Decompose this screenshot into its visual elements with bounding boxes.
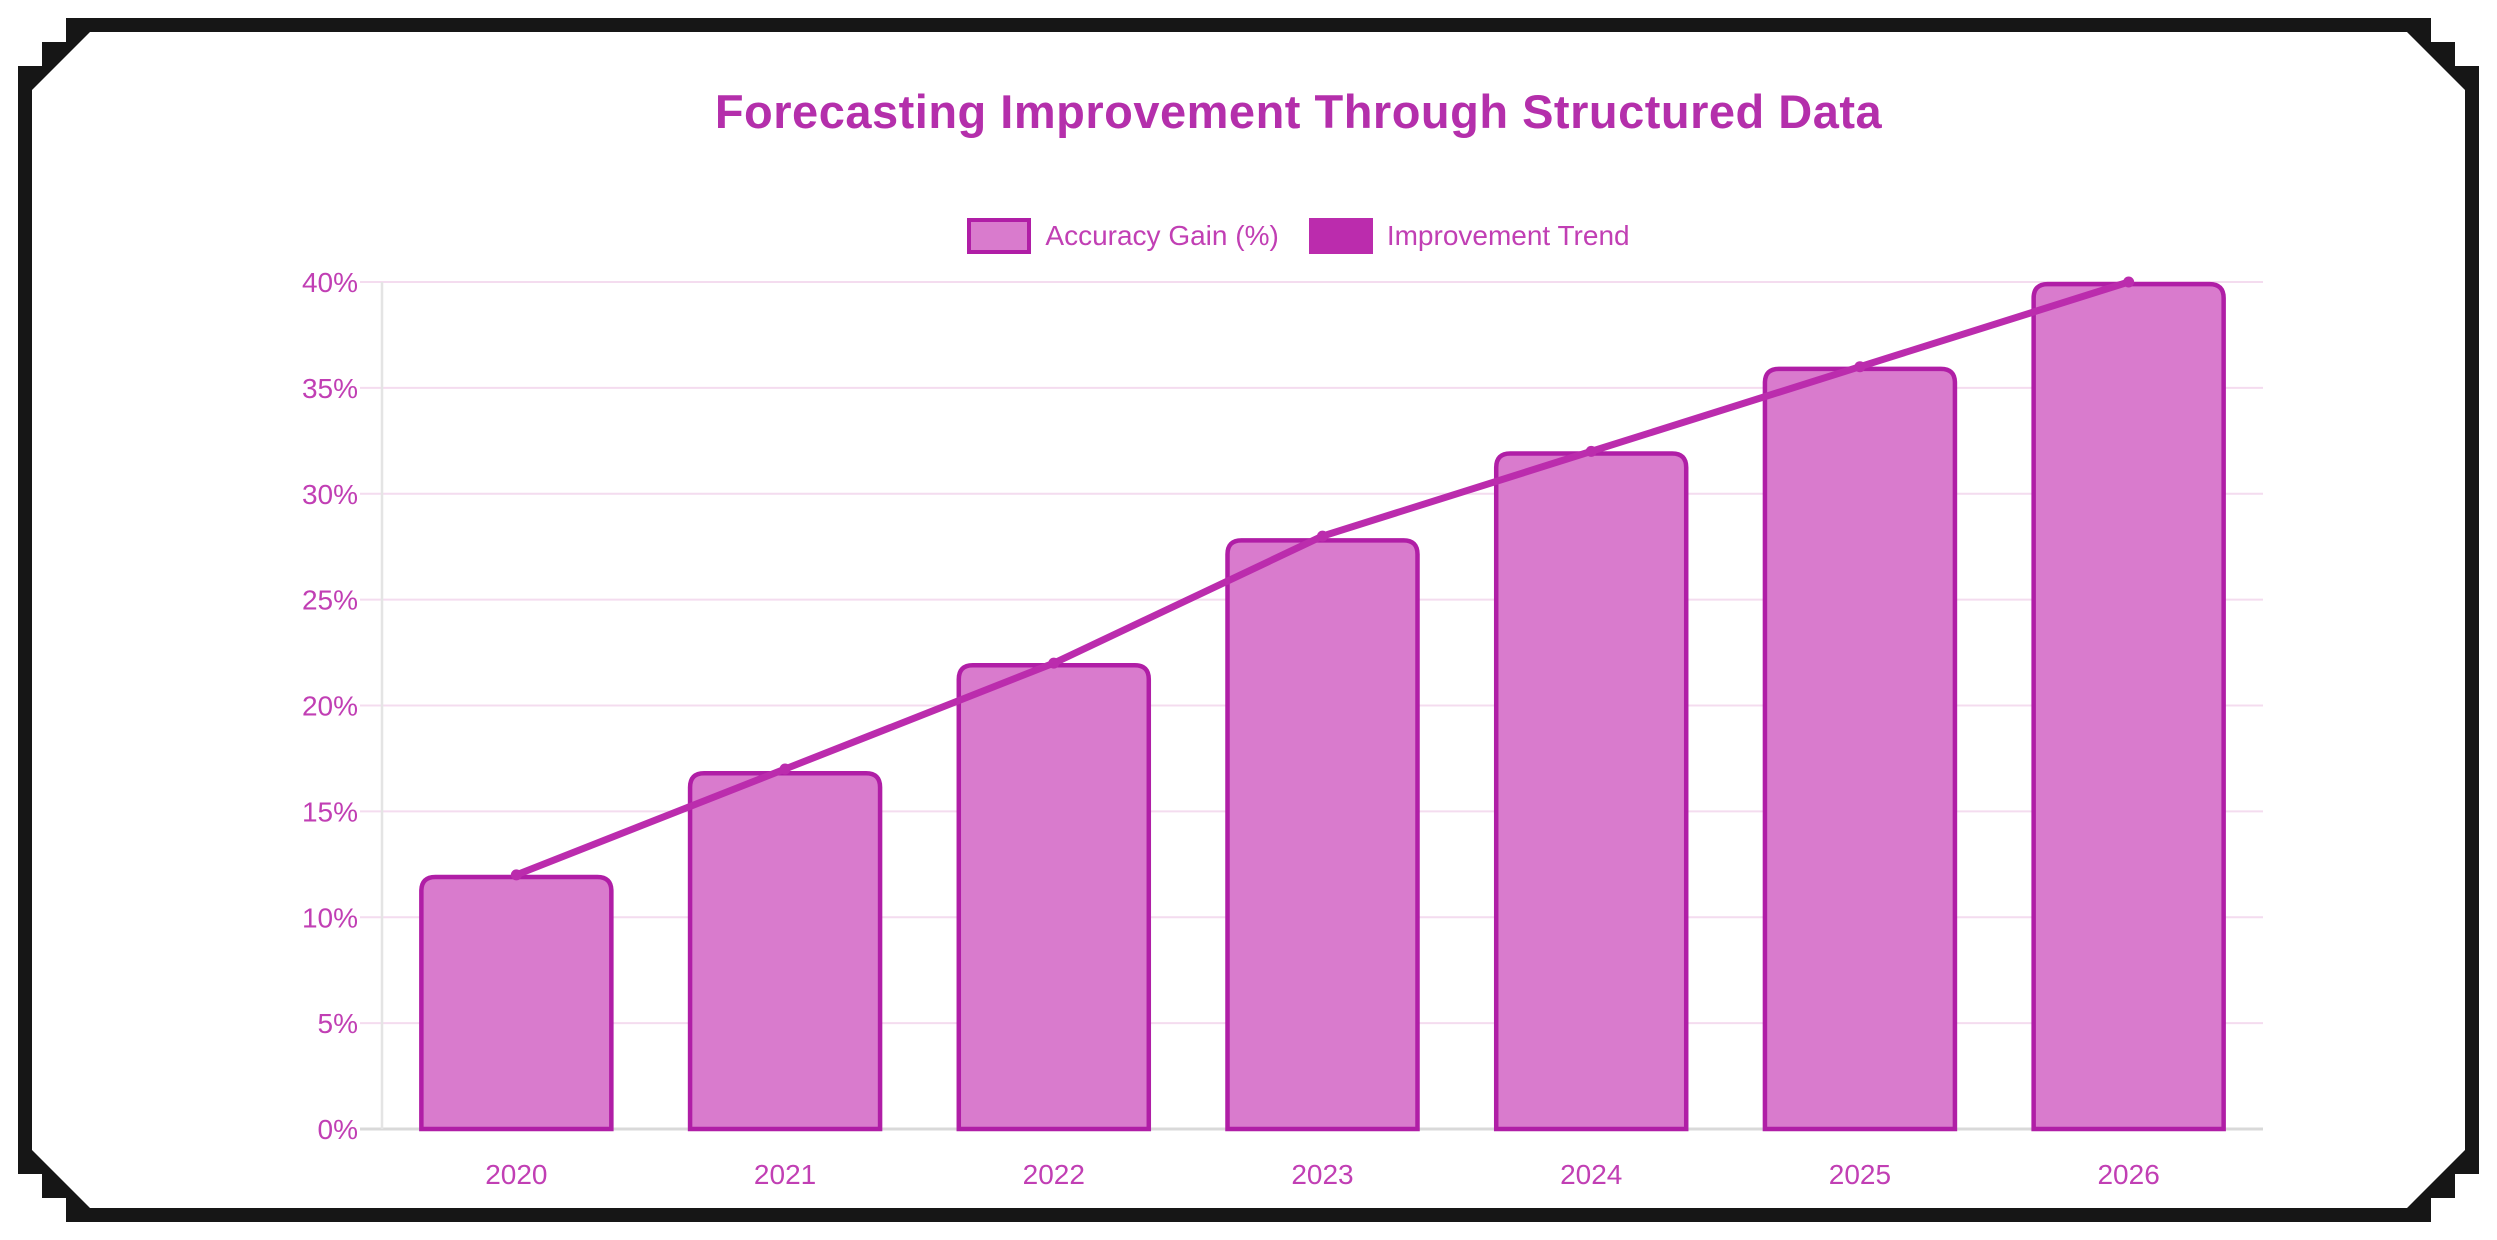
legend-item-improvement-trend[interactable]: Improvement Trend xyxy=(1308,218,1630,254)
trend-point-2022[interactable] xyxy=(1048,657,1060,669)
x-tick-label: 2024 xyxy=(1560,1159,1622,1190)
bar-2023[interactable] xyxy=(1225,538,1420,1132)
trend-point-2023[interactable] xyxy=(1317,530,1328,542)
line-series-swatch xyxy=(1308,218,1373,254)
y-tick-label: 40% xyxy=(302,267,358,298)
x-tick-label: 2020 xyxy=(485,1159,547,1190)
trend-point-2021[interactable] xyxy=(779,763,791,775)
y-tick-label: 25% xyxy=(302,585,358,616)
bar-2024[interactable] xyxy=(1493,451,1689,1132)
legend-label: Accuracy Gain (%) xyxy=(1045,220,1279,251)
bar-2020[interactable] xyxy=(419,874,614,1132)
bar-2026[interactable] xyxy=(2031,281,2226,1132)
y-tick-label: 15% xyxy=(302,796,358,827)
x-tick-label: 2021 xyxy=(754,1159,816,1190)
legend-item-accuracy-gain[interactable]: Accuracy Gain (%) xyxy=(967,218,1279,254)
y-tick-label: 30% xyxy=(302,479,358,510)
bar-2022[interactable] xyxy=(956,663,1152,1132)
y-tick-label: 10% xyxy=(302,902,358,933)
trend-point-2024[interactable] xyxy=(1585,445,1597,457)
x-tick-label: 2022 xyxy=(1023,1159,1085,1190)
bar-2025[interactable] xyxy=(1762,366,1958,1132)
chart-title: Forecasting Improvement Through Structur… xyxy=(714,85,1883,138)
trend-point-2020[interactable] xyxy=(510,869,522,881)
y-tick-label: 5% xyxy=(318,1008,358,1039)
bar-series-swatch xyxy=(967,218,1032,254)
bar-2021[interactable] xyxy=(687,771,883,1132)
x-tick-label: 2023 xyxy=(1291,1159,1353,1190)
legend-label: Improvement Trend xyxy=(1386,220,1630,251)
trend-point-2025[interactable] xyxy=(1854,361,1866,373)
y-tick-label: 0% xyxy=(318,1114,358,1145)
trend-point-2026[interactable] xyxy=(2123,276,2135,288)
y-tick-label: 35% xyxy=(302,373,358,404)
chart-legend: Accuracy Gain (%) Improvement Trend xyxy=(110,218,2487,254)
x-tick-label: 2025 xyxy=(1829,1159,1891,1190)
x-tick-label: 2026 xyxy=(2097,1159,2159,1190)
y-tick-label: 20% xyxy=(302,691,358,722)
